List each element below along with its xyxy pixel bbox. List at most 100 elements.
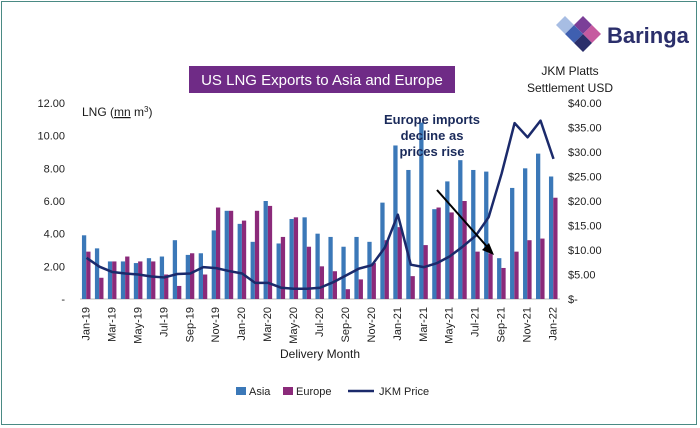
y2-tick-label: $-: [568, 294, 578, 306]
bar-europe: [410, 276, 415, 299]
bar-asia: [94, 248, 100, 299]
y2-tick-label: $40.00: [568, 98, 602, 110]
bar-asia: [81, 235, 87, 299]
baringa-logo: Baringa: [556, 16, 690, 52]
bar-asia: [237, 223, 242, 299]
bar-asia: [406, 169, 411, 299]
y-tick-label: 6.00: [44, 196, 65, 208]
bar-asia: [198, 253, 203, 299]
x-tick-label: Nov-20: [366, 307, 378, 342]
y2-tick-label: $10.00: [568, 245, 602, 257]
bar-asia: [548, 176, 554, 299]
x-tick-label: Jan-19: [80, 307, 92, 341]
bar-europe: [86, 251, 91, 299]
bar-europe: [358, 279, 363, 299]
bar-asia: [328, 236, 333, 299]
bar-asia: [536, 153, 541, 299]
legend-swatch-europe: [283, 387, 293, 395]
legend-label-jkm: JKM Price: [379, 386, 429, 398]
x-tick-label: Jul-20: [314, 307, 326, 337]
bar-europe: [202, 274, 208, 299]
x-tick-label: Sep-21: [496, 307, 508, 342]
x-tick-label: Sep-20: [340, 307, 352, 342]
annotation-arrowhead: [482, 243, 494, 255]
bar-asia: [172, 240, 178, 299]
bar-asia: [471, 169, 476, 299]
bar-europe: [540, 238, 545, 299]
annotation-line3: prices rise: [399, 144, 464, 159]
bar-asia: [432, 209, 437, 299]
annotation: Europe imports decline as prices rise: [384, 112, 494, 255]
y-tick-label: 12.00: [37, 98, 65, 110]
bar-asia: [289, 218, 294, 299]
bar-asia: [263, 201, 268, 299]
x-tick-label: Mar-19: [106, 307, 118, 342]
jkm-price-line: [85, 119, 555, 290]
bar-europe: [215, 207, 221, 299]
legend: Asia Europe JKM Price: [236, 386, 429, 398]
bar-asia: [211, 230, 216, 299]
plot-area: - 2.00 4.00 6.00 8.00 10.00 12.00 $- $5.00 $10.00…: [37, 98, 601, 344]
bar-europe: [514, 251, 519, 299]
y2-tick-label: $5.00: [568, 270, 596, 282]
y2-tick-label: $20.00: [568, 196, 602, 208]
bar-europe: [397, 227, 402, 299]
y2-axis-title-line2: Settlement USD: [527, 81, 613, 95]
annotation-arrow: [436, 189, 491, 251]
bar-asia: [523, 168, 528, 299]
bar-asia: [315, 233, 320, 299]
bar-europe: [190, 253, 195, 299]
bar-europe: [138, 261, 143, 299]
x-tick-label: Jan-21: [392, 307, 404, 341]
bar-europe: [241, 220, 247, 299]
x-tick-label: May-20: [288, 307, 300, 344]
bar-europe: [151, 261, 156, 299]
bar-asia: [224, 210, 229, 299]
bar-europe: [488, 253, 493, 299]
x-tick-label: Jan-22: [548, 307, 560, 341]
bar-europe: [177, 285, 182, 299]
x-axis-title: Delivery Month: [280, 347, 360, 361]
bar-asia: [133, 263, 139, 299]
logo-mark-icon: [556, 16, 601, 52]
bar-asia: [276, 243, 281, 299]
bar-asia: [419, 122, 424, 299]
bar-asia: [146, 258, 152, 299]
bar-europe: [228, 210, 234, 299]
y2-axis-title-line1: JKM Platts: [541, 64, 598, 78]
bar-asia: [302, 217, 307, 299]
bar-asia: [458, 160, 463, 299]
bar-europe: [553, 197, 558, 299]
x-tick-label: Mar-20: [262, 307, 274, 342]
annotation-line2: decline as: [401, 128, 464, 143]
logo-wordmark: Baringa: [607, 23, 690, 48]
x-tick-label: Jan-20: [236, 307, 248, 341]
y-tick-label: 10.00: [37, 131, 65, 143]
legend-label-asia: Asia: [249, 386, 271, 398]
bar-asia: [484, 171, 489, 299]
bar-asia: [120, 261, 126, 299]
chart-title: US LNG Exports to Asia and Europe: [201, 72, 443, 89]
bar-europe: [436, 207, 441, 299]
legend-swatch-asia: [236, 387, 246, 395]
bar-europe: [280, 236, 286, 299]
x-tick-label: May-21: [444, 307, 456, 344]
bar-europe: [527, 240, 532, 299]
bar-asia: [445, 181, 450, 299]
bar-europe: [384, 240, 389, 299]
x-tick-label: Nov-19: [210, 307, 222, 342]
bar-europe: [501, 267, 506, 299]
bar-europe: [99, 277, 104, 299]
y2-tick-label: $25.00: [568, 172, 602, 184]
bar-europe: [319, 266, 325, 299]
x-tick-label: Sep-19: [184, 307, 196, 342]
bar-europe: [267, 205, 273, 299]
bar-asia: [341, 246, 346, 299]
x-tick-label: Jul-19: [158, 307, 170, 337]
bar-europe: [423, 245, 428, 299]
y-tick-label: 8.00: [44, 163, 65, 175]
y-axis-title: LNG (mn m3): [82, 105, 152, 119]
y-tick-label: -: [61, 294, 65, 306]
bar-asia: [510, 187, 515, 299]
annotation-line1: Europe imports: [384, 112, 480, 127]
